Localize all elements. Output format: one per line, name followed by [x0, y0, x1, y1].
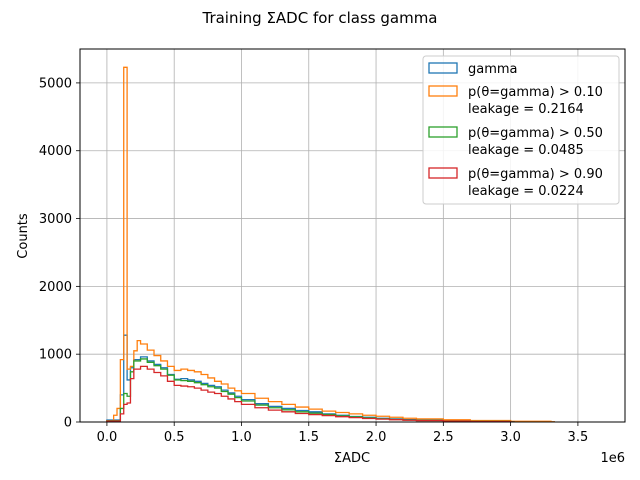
series-layer — [106, 66, 555, 423]
legend-swatch — [428, 126, 458, 138]
y-tick-label: 1000 — [39, 348, 72, 363]
x-tick-label: 2.5 — [433, 430, 454, 445]
x-axis-label: ΣADC — [334, 451, 370, 466]
x-axis-offset-label: 1e6 — [600, 451, 625, 466]
legend-label: gamma — [468, 62, 518, 77]
legend-label: p(θ=gamma) > 0.50 leakage = 0.0485 — [468, 126, 603, 158]
legend-swatch — [428, 85, 458, 97]
y-axis-label: Counts — [16, 213, 31, 259]
x-axis-ticks: 0.0 0.5 1.0 1.5 2.0 2.5 3.0 3.5 — [97, 422, 589, 445]
legend-box — [422, 55, 620, 205]
legend-swatch — [428, 167, 458, 179]
x-tick-label: 3.5 — [568, 430, 589, 445]
y-tick-label: 0 — [64, 416, 72, 431]
x-tick-label: 3.0 — [500, 430, 521, 445]
y-tick-label: 5000 — [39, 76, 72, 91]
legend-label: p(θ=gamma) > 0.90 leakage = 0.0224 — [468, 167, 603, 199]
y-tick-label: 3000 — [39, 212, 72, 227]
y-tick-label: 2000 — [39, 280, 72, 295]
series-3-histogram — [106, 365, 515, 423]
plot-frame — [79, 48, 626, 423]
chart-title: Training ΣADC for class gamma — [201, 9, 437, 27]
y-tick-label: 4000 — [39, 144, 72, 159]
y-axis-ticks: 0 1000 2000 3000 4000 5000 — [39, 76, 80, 431]
x-tick-label: 2.0 — [366, 430, 387, 445]
x-tick-label: 0.0 — [97, 430, 118, 445]
x-tick-label: 1.5 — [298, 430, 319, 445]
legend: gamma p(θ=gamma) > 0.10 leakage = 0.2164 p(… — [422, 55, 620, 205]
legend-label: p(θ=gamma) > 0.10 leakage = 0.2164 — [468, 85, 603, 117]
legend-swatch — [428, 62, 458, 74]
x-tick-label: 1.0 — [231, 430, 252, 445]
x-tick-label: 0.5 — [164, 430, 185, 445]
